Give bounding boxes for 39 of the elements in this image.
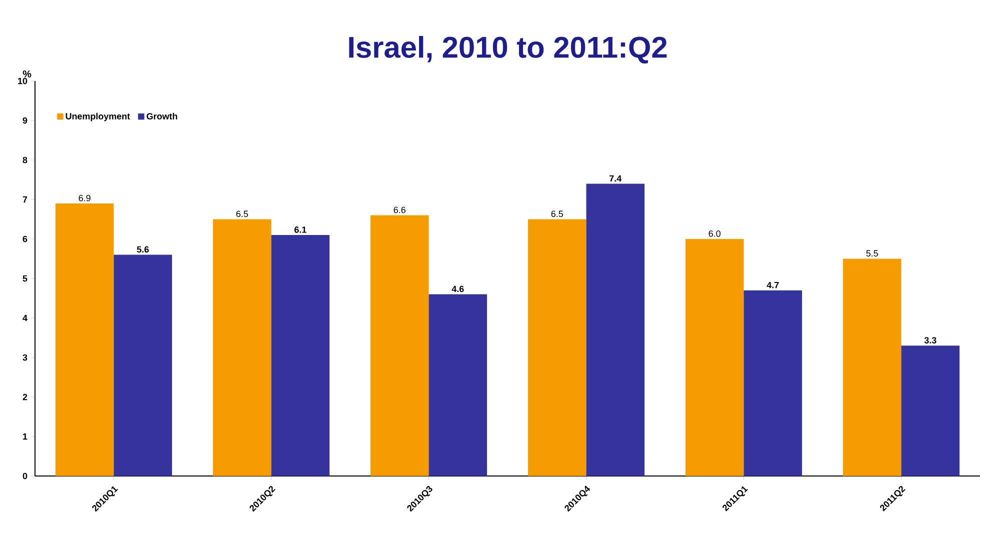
y-tick-label: 10 [18, 78, 28, 84]
bar [744, 290, 802, 476]
data-label: 3.3 [924, 337, 936, 344]
bar [901, 346, 960, 476]
legend-label: Unemployment [66, 112, 130, 122]
y-tick-label: 8 [22, 156, 28, 164]
bar [685, 238, 744, 476]
y-tick-label: 2 [22, 394, 28, 400]
data-label: 5.5 [866, 250, 878, 257]
y-axis-title: % [22, 70, 32, 78]
bar [842, 258, 902, 476]
data-label: 5.6 [136, 246, 149, 253]
y-tick-label: 7 [22, 196, 28, 203]
y-tick-label: 4 [22, 314, 28, 322]
data-label: 6.1 [294, 226, 306, 233]
bar [55, 203, 114, 476]
legend-label: Growth [146, 112, 178, 120]
bar [428, 294, 488, 476]
chart-title: Israel, 2010 to 2011:Q2 [349, 36, 667, 64]
y-tick-label: 9 [22, 117, 28, 124]
data-label: 7.4 [610, 175, 622, 182]
bar [528, 219, 586, 476]
data-label: 4.7 [766, 282, 779, 288]
data-label: 4.6 [452, 286, 464, 292]
y-tick-label: 5 [22, 275, 28, 282]
data-label: 6.5 [236, 210, 248, 218]
bar [271, 235, 330, 476]
y-tick-label: 1 [23, 433, 28, 440]
bar [586, 184, 645, 476]
data-label: 6.6 [394, 206, 406, 214]
data-label: 6.0 [708, 230, 721, 237]
bar [370, 215, 429, 476]
y-tick-label: 0 [22, 472, 28, 480]
data-label: 6.5 [551, 210, 563, 218]
bar [212, 219, 272, 476]
y-tick-label: 6 [22, 236, 28, 242]
bar [114, 254, 172, 476]
y-tick-label: 3 [22, 354, 28, 361]
data-label: 6.9 [78, 194, 90, 202]
